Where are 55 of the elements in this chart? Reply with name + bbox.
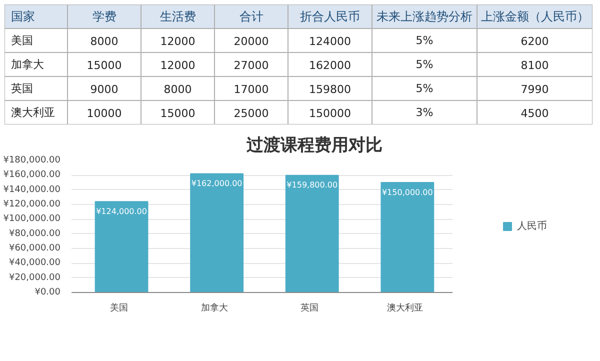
data-label: ¥124,000.00: [96, 206, 147, 216]
category-label: 生活费: [160, 10, 196, 24]
text: 12000: [160, 59, 196, 72]
text: 8000: [90, 35, 118, 48]
text: 4500: [520, 107, 549, 120]
y-tick-label: ¥80,000.00: [8, 228, 61, 239]
text: 10000: [86, 107, 122, 120]
y-tick-label: ¥40,000.00: [8, 258, 61, 268]
text: 15000: [86, 59, 122, 72]
y-tick-label: ¥100,000.00: [3, 214, 61, 224]
text: 8100: [520, 59, 549, 72]
y-tick-label: ¥60,000.00: [8, 244, 61, 254]
data-label: ¥150,000.00: [382, 188, 433, 197]
text: 加拿大: [10, 58, 44, 71]
text: 20000: [234, 35, 269, 48]
text: 澳大利亚: [10, 106, 55, 119]
text: 5%: [416, 34, 434, 47]
text: 124000: [309, 35, 352, 48]
text: 美国: [10, 34, 33, 47]
y-tick-label: ¥0.00: [34, 288, 61, 298]
text: 3%: [416, 106, 434, 119]
text: 162000: [309, 59, 352, 72]
x-tick-label: 加拿大: [200, 302, 228, 314]
category-label: 合计: [239, 10, 264, 24]
y-tick-label: ¥120,000.00: [3, 200, 61, 210]
category-label: 学费: [92, 10, 116, 24]
text: 12000: [160, 35, 196, 48]
category-label: 国家: [10, 10, 35, 24]
text: 5%: [416, 82, 434, 95]
text: 15000: [160, 107, 196, 120]
y-tick-label: ¥140,000.00: [3, 184, 61, 195]
data-label: ¥162,000.00: [191, 179, 242, 188]
y-tick-label: ¥20,000.00: [8, 272, 61, 283]
text: 25000: [234, 107, 269, 120]
text: 27000: [234, 59, 269, 72]
text: 5%: [416, 58, 434, 71]
text: 159800: [309, 83, 352, 96]
text: 17000: [234, 83, 269, 96]
legend-label: 人民币: [517, 220, 547, 233]
x-tick-label: 英国: [300, 302, 319, 314]
category-label: 未来上涨趋势分析: [376, 10, 472, 24]
text: 8000: [164, 83, 192, 96]
chart-title: 过渡课程费用对比: [246, 136, 382, 156]
category-label: 上涨金额（人民币）: [480, 10, 589, 24]
data-label: ¥159,800.00: [286, 180, 338, 190]
y-tick-label: ¥180,000.00: [3, 156, 61, 166]
text: 150000: [309, 107, 352, 120]
x-tick-label: 澳大利亚: [387, 302, 424, 314]
category-label: 折合人民币: [300, 10, 360, 24]
text: 7990: [520, 83, 549, 96]
text: 9000: [90, 83, 118, 96]
text: 英国: [10, 82, 33, 95]
x-tick-label: 美国: [110, 302, 128, 314]
y-tick-label: ¥160,000.00: [3, 170, 61, 180]
text: 6200: [520, 35, 549, 48]
